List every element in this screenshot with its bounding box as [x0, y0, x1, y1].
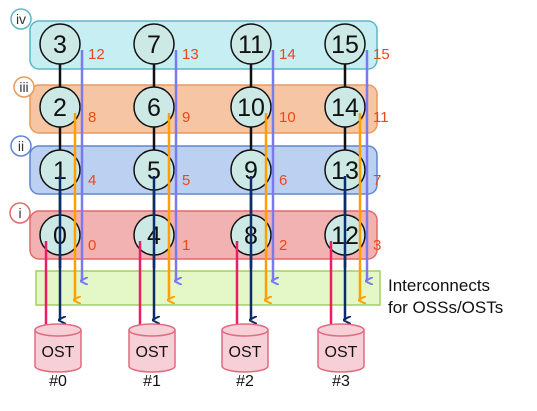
layer-label-iv: iv	[16, 11, 26, 27]
ost-storage-targets: OST #0 OST #1 OST #2 OST #3	[34, 323, 365, 390]
offset-label-8: 8	[88, 109, 96, 126]
process-id-9: 9	[244, 157, 258, 185]
process-id-11: 11	[238, 31, 264, 59]
offset-label-0: 0	[88, 237, 96, 254]
interconnect-label-line1: Interconnects	[388, 276, 490, 295]
process-id-15: 15	[331, 31, 359, 59]
ost-label-1: OST	[136, 344, 169, 361]
process-node-6	[133, 86, 175, 128]
process-node-2	[39, 86, 81, 128]
process-node-15	[324, 23, 366, 65]
offset-label-15: 15	[373, 46, 390, 63]
ost-body-2	[221, 330, 269, 373]
layer-label-i: i	[18, 205, 21, 221]
offset-label-1: 1	[182, 237, 190, 254]
layer-marker-iii	[13, 76, 35, 98]
ost-top-2	[221, 323, 269, 337]
process-node-14	[324, 86, 366, 128]
layer-band-iv	[29, 20, 378, 70]
offset-label-3: 3	[373, 237, 381, 254]
ost-label-0: OST	[42, 344, 75, 361]
ost-top-1	[128, 323, 176, 337]
layer-marker-i	[9, 202, 31, 224]
layer-marker-iv	[10, 8, 32, 30]
ost-id-3: #3	[332, 373, 350, 390]
layer-band-i	[29, 210, 378, 260]
layer-label-iii: iii	[19, 79, 28, 95]
offset-label-14: 14	[279, 46, 296, 63]
layer-marker-ii	[10, 135, 32, 157]
offset-label-13: 13	[182, 46, 199, 63]
process-id-7: 7	[147, 31, 161, 59]
process-node-3	[39, 23, 81, 65]
layer-band-ii	[29, 145, 378, 195]
offset-label-9: 9	[182, 109, 190, 126]
offset-label-10: 10	[279, 109, 296, 126]
offset-label-11: 11	[373, 109, 389, 126]
process-id-5: 5	[147, 157, 161, 185]
offset-label-4: 4	[88, 172, 96, 189]
data-arrows	[46, 50, 367, 330]
offset-label-7: 7	[373, 172, 381, 189]
layer-label-ii: ii	[18, 138, 24, 154]
process-node-7	[133, 23, 175, 65]
ost-label-3: OST	[325, 344, 358, 361]
ost-label-2: OST	[229, 344, 262, 361]
process-id-3: 3	[53, 31, 67, 59]
ost-body-1	[128, 330, 176, 373]
ost-top-3	[317, 323, 365, 337]
ost-id-0: #0	[49, 373, 67, 390]
ost-top-0	[34, 323, 82, 337]
process-id-6: 6	[147, 94, 161, 122]
offset-label-2: 2	[279, 237, 287, 254]
interconnect-label-line2: for OSSs/OSTs	[388, 298, 503, 317]
offset-label-12: 12	[88, 46, 105, 63]
offset-label-5: 5	[182, 172, 190, 189]
process-node-10	[230, 86, 272, 128]
process-id-14: 14	[331, 94, 359, 122]
ost-id-1: #1	[143, 373, 161, 390]
offset-label-6: 6	[279, 172, 287, 189]
process-node-11	[230, 23, 272, 65]
ost-body-0	[34, 330, 82, 373]
process-id-1: 1	[53, 157, 67, 185]
ost-body-3	[317, 330, 365, 373]
process-id-2: 2	[53, 94, 67, 122]
layer-band-iii	[29, 84, 378, 134]
ost-id-2: #2	[236, 373, 254, 390]
process-id-10: 10	[237, 94, 265, 122]
interconnect-box	[35, 270, 381, 306]
